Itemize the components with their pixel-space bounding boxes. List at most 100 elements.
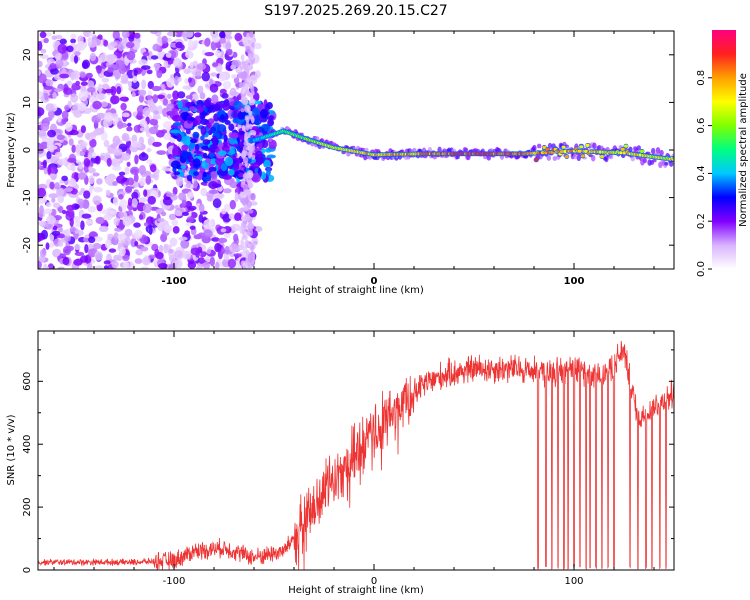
- ridge-halo: [658, 161, 663, 168]
- spectrogram-cell: [57, 226, 63, 233]
- spectrogram-cell: [133, 124, 142, 133]
- spectrogram-cell: [244, 64, 248, 73]
- spectrogram-cell: [249, 31, 254, 38]
- spectrogram-cell: [166, 78, 175, 88]
- spectrogram-cell: [208, 189, 219, 195]
- spectrogram-cell: [131, 134, 138, 144]
- spectrogram-cell: [57, 266, 65, 269]
- spectrogram-cell: [104, 88, 114, 94]
- spectrogram-cell: [233, 233, 239, 243]
- spectrogram-cell: [38, 73, 47, 84]
- spectrogram-cell: [255, 150, 263, 158]
- spectrogram-cell: [244, 59, 250, 64]
- spectrogram-cell: [85, 72, 93, 79]
- spectrogram-cell: [200, 118, 210, 126]
- spectrogram-cell: [62, 257, 70, 266]
- spectrogram-cell: [45, 79, 54, 87]
- spectrogram-cell: [224, 245, 230, 255]
- spectrogram-cell: [174, 250, 183, 259]
- spectrogram-cell: [187, 155, 194, 163]
- tick-label: -10: [22, 189, 33, 205]
- spectrogram-cell: [126, 126, 133, 132]
- spectrogram-cell: [193, 171, 199, 176]
- spectrogram-cell: [150, 31, 158, 35]
- spectrogram-cell: [239, 65, 246, 70]
- spectrogram-cell: [66, 80, 73, 86]
- figure-title: S197.2025.269.20.15.C27: [264, 3, 447, 19]
- spectrogram-cell: [204, 52, 215, 57]
- spectrogram-cell: [247, 252, 254, 263]
- spectrogram-cell: [77, 198, 85, 205]
- spectrogram-cell: [112, 148, 123, 156]
- colorbar: 0.0 0.2 0.4 0.6 0.8 Normalized spectral ampl…: [696, 30, 749, 277]
- spectrogram-cell: [58, 205, 64, 213]
- spectrogram-cell: [82, 237, 90, 242]
- spectrogram-cell: [228, 213, 235, 220]
- spectrogram-cell: [104, 239, 111, 249]
- spectrogram-cell: [214, 50, 222, 58]
- spectrogram-cell: [161, 211, 167, 217]
- spectrogram-cell: [240, 238, 244, 249]
- spectrogram-cell: [134, 229, 143, 239]
- spectrogram-cell: [239, 226, 245, 235]
- spectrogram-cell: [125, 41, 135, 49]
- spectrogram-cell: [96, 178, 103, 185]
- spectrogram-cell: [70, 38, 76, 44]
- spectrogram-cell: [185, 128, 191, 135]
- spectrogram-cell: [38, 187, 47, 198]
- spectrogram-cell: [124, 228, 133, 237]
- spectrogram-cell: [112, 135, 121, 146]
- spectrogram-cell: [139, 119, 148, 128]
- spectrogram-cell: [225, 48, 233, 56]
- spectrogram-cell: [91, 38, 102, 46]
- spectrogram-cell: [127, 197, 133, 207]
- spectrogram-cell: [192, 131, 200, 139]
- spectrogram-cell: [163, 224, 173, 234]
- spectrogram-cell: [139, 197, 148, 203]
- spectrogram-cell: [247, 182, 253, 189]
- spectrogram-cell: [79, 72, 87, 79]
- spectrogram-cell: [162, 196, 173, 206]
- spectrogram-cell: [51, 35, 58, 40]
- spectrogram-cell: [225, 42, 232, 50]
- spectrogram-cell: [50, 67, 59, 75]
- spectrogram-cell: [101, 77, 110, 83]
- ridge-halo: [591, 155, 596, 162]
- spectrogram-cell: [95, 216, 105, 225]
- spectrogram-cell: [240, 71, 248, 79]
- spectrogram-cell: [219, 37, 227, 44]
- spectrogram-cell: [138, 214, 144, 220]
- spectrogram-cell: [244, 189, 252, 196]
- spectrogram-cell: [246, 227, 254, 237]
- spectrogram-cell: [70, 53, 76, 63]
- spectrogram-cell: [181, 199, 187, 207]
- spectrogram-cell: [84, 132, 91, 140]
- spectrogram-cell: [168, 213, 177, 220]
- spectrogram-cell: [183, 68, 192, 74]
- spectrogram-cell: [54, 248, 61, 257]
- spectrogram-cell: [39, 31, 47, 39]
- spectrogram-cell: [94, 265, 104, 269]
- spectrogram-cell: [134, 154, 139, 165]
- spectrogram-cell: [89, 52, 97, 62]
- spectrogram-cell: [67, 157, 77, 163]
- spectrogram-cell: [61, 175, 68, 182]
- spectrogram-cell: [83, 190, 91, 199]
- spectrogram-cell: [194, 106, 204, 113]
- spectrogram-cell: [197, 85, 204, 94]
- spectrogram-cell: [143, 189, 148, 197]
- spectrogram-cell: [45, 242, 50, 250]
- spectrogram-cell: [83, 158, 91, 167]
- spectrogram-cell: [80, 255, 89, 263]
- spectrogram-cell: [65, 45, 74, 53]
- spectrogram-cell: [88, 236, 96, 244]
- spectrogram-cell: [68, 178, 77, 188]
- ridge-halo: [609, 153, 614, 160]
- spectrogram-cell: [250, 193, 256, 201]
- spectrogram-cell: [140, 266, 150, 269]
- spectrogram-cell: [247, 64, 253, 71]
- spectrogram-cell: [44, 117, 53, 122]
- spectrogram-cell: [62, 245, 72, 256]
- snr-x-ticks: -100 0 100: [53, 331, 655, 587]
- tick-label: -100: [163, 576, 186, 587]
